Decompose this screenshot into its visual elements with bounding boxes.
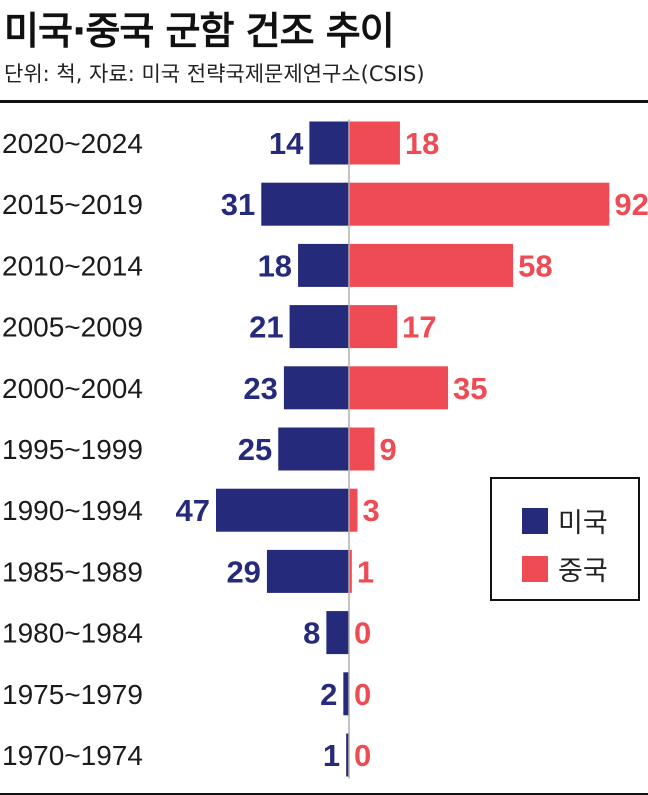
- value-label-us: 18: [258, 248, 292, 283]
- period-label: 2020~2024: [2, 128, 143, 159]
- bar-china: [349, 121, 400, 165]
- period-label: 2005~2009: [2, 312, 143, 343]
- bar-china: [349, 488, 358, 532]
- bottom-rule: [0, 793, 648, 795]
- period-label: 1995~1999: [2, 434, 143, 465]
- bar-us: [298, 243, 349, 287]
- value-label-china: 9: [379, 432, 396, 467]
- bar-us: [326, 611, 349, 655]
- period-label: 1990~1994: [2, 495, 143, 526]
- period-label: 1970~1974: [2, 740, 143, 771]
- value-label-china: 58: [518, 248, 552, 283]
- bar-us: [289, 305, 349, 349]
- legend-swatch-china: [522, 555, 548, 582]
- top-rule: [0, 100, 648, 103]
- value-label-us: 21: [249, 310, 283, 345]
- bar-china: [349, 366, 449, 410]
- bar-us: [215, 488, 349, 532]
- bar-us: [266, 549, 349, 593]
- value-label-us: 31: [221, 187, 255, 222]
- period-label: 1975~1979: [2, 679, 143, 710]
- value-label-china: 18: [405, 126, 439, 161]
- legend-item-us: 미국: [522, 501, 608, 540]
- value-label-us: 14: [269, 126, 304, 161]
- legend-label-us: 미국: [558, 508, 608, 539]
- period-label: 2000~2004: [2, 373, 143, 404]
- value-label-china: 0: [354, 738, 371, 773]
- bar-us: [278, 427, 349, 471]
- legend-swatch-us: [522, 507, 548, 534]
- bar-china: [349, 182, 610, 226]
- value-label-china: 3: [362, 493, 379, 528]
- value-label-china: 35: [453, 371, 487, 406]
- chart-title: 미국·중국 군함 건조 추이: [4, 9, 395, 53]
- legend-label-china: 중국: [558, 556, 608, 587]
- bar-china: [349, 305, 398, 349]
- bar-us: [309, 121, 349, 165]
- value-label-us: 2: [320, 677, 337, 712]
- legend-item-china: 중국: [522, 549, 608, 588]
- period-label: 1980~1984: [2, 618, 143, 649]
- value-label-us: 1: [323, 738, 340, 773]
- value-label-us: 23: [243, 371, 277, 406]
- value-label-us: 8: [303, 616, 320, 651]
- bar-china: [349, 243, 514, 287]
- bar-china: [349, 549, 352, 593]
- period-label: 1985~1989: [2, 556, 143, 587]
- bar-us: [261, 182, 349, 226]
- value-label-us: 25: [238, 432, 272, 467]
- value-label-us: 47: [176, 493, 210, 528]
- bar-us: [283, 366, 349, 410]
- bar-us: [343, 672, 349, 716]
- value-label-china: 17: [402, 310, 436, 345]
- period-label: 2010~2014: [2, 250, 143, 281]
- value-label-china: 0: [354, 616, 371, 651]
- value-label-china: 0: [354, 677, 371, 712]
- value-label-china: 92: [614, 187, 648, 222]
- value-label-china: 1: [357, 554, 374, 589]
- bar-china: [349, 427, 375, 471]
- chart-subtitle: 단위: 척, 자료: 미국 전략국제문제연구소(CSIS): [4, 62, 425, 86]
- bar-us: [346, 733, 349, 777]
- value-label-us: 29: [226, 554, 260, 589]
- period-label: 2015~2019: [2, 189, 143, 220]
- legend: 미국 중국: [490, 477, 640, 601]
